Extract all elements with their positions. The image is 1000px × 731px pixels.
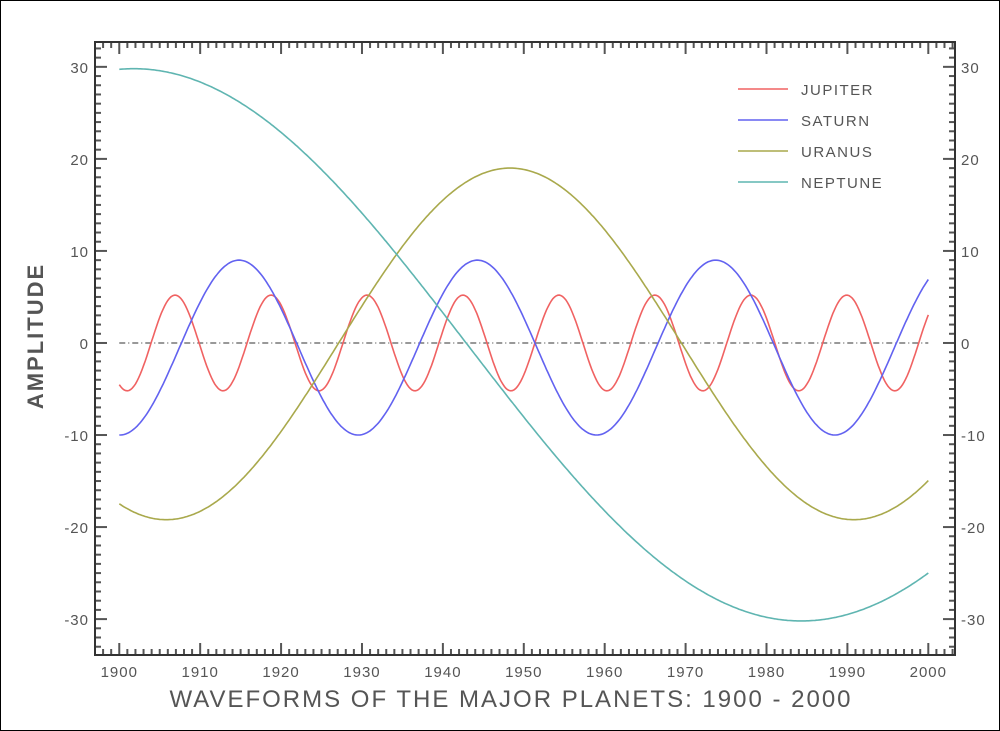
y-tick-label-left: 20 — [70, 152, 89, 169]
x-tick-label: 1980 — [748, 664, 785, 681]
x-tick-label: 1900 — [101, 664, 138, 681]
x-tick-label: 1990 — [829, 664, 866, 681]
x-tick-label: 2000 — [910, 664, 947, 681]
legend-label-uranus: URANUS — [801, 144, 873, 161]
x-tick-label: 1930 — [343, 664, 380, 681]
y-tick-label-left: 10 — [70, 244, 89, 261]
series-line-uranus — [118, 167, 929, 521]
y-tick-label-right: 0 — [961, 336, 970, 353]
series-line-neptune — [119, 67, 929, 622]
legend-label-neptune: NEPTUNE — [801, 175, 883, 192]
y-tick-label-right: 30 — [961, 60, 980, 77]
x-tick-label: 1920 — [262, 664, 299, 681]
legend-label-saturn: SATURN — [801, 113, 871, 130]
y-tick-label-right: -10 — [961, 428, 986, 445]
y-tick-label-right: -30 — [961, 612, 986, 629]
x-tick-label: 1940 — [424, 664, 461, 681]
series-lines — [118, 67, 930, 622]
y-tick-label-right: 10 — [961, 244, 980, 261]
series-line-saturn — [119, 259, 929, 436]
y-tick-label-left: 0 — [80, 336, 89, 353]
tick-labels: 1900 1910 1920 1930 1940 1950 1960 1970 1980 1990… — [64, 60, 986, 681]
y-tick-label-left: 30 — [70, 60, 89, 77]
y-tick-label-left: -20 — [64, 520, 89, 537]
plot-frame — [94, 41, 956, 656]
axis-ticks — [94, 42, 955, 655]
y-axis-label: AMPLITUDE — [23, 263, 48, 409]
y-tick-label-left: -10 — [64, 428, 89, 445]
x-tick-label: 1960 — [586, 664, 623, 681]
y-tick-label-right: 20 — [961, 152, 980, 169]
legend: JUPITER SATURN URANUS NEPTUNE — [738, 82, 883, 192]
y-tick-label-right: -20 — [961, 520, 986, 537]
x-tick-label: 1910 — [181, 664, 218, 681]
x-tick-label: 1970 — [667, 664, 704, 681]
chart-title: WAVEFORMS OF THE MAJOR PLANETS: 1900 - 2… — [169, 686, 852, 713]
y-tick-label-left: -30 — [64, 612, 89, 629]
legend-label-jupiter: JUPITER — [801, 82, 874, 99]
x-tick-label: 1950 — [505, 664, 542, 681]
